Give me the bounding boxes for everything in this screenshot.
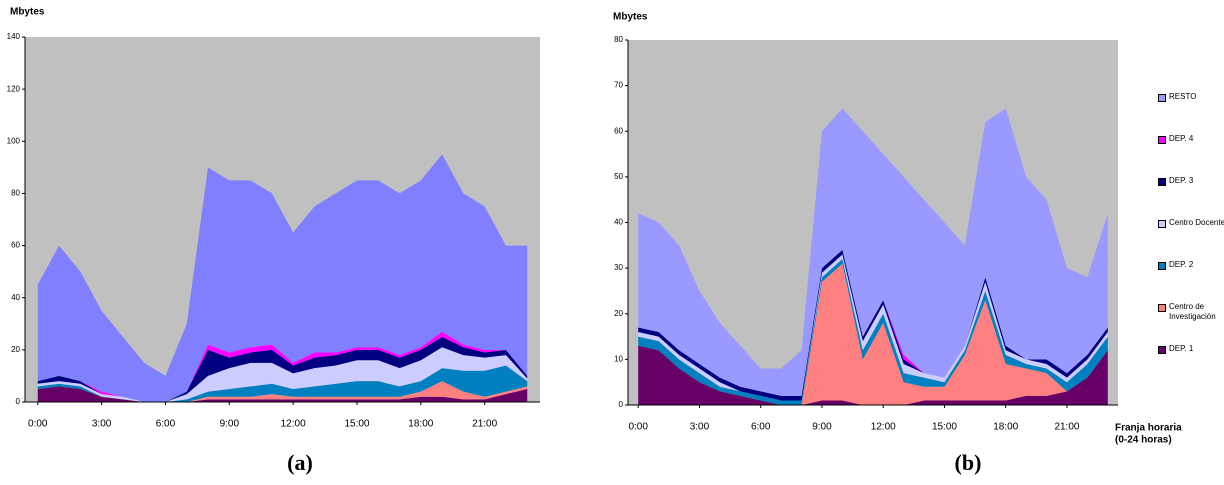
x-tick-label: 15:00 [932, 422, 957, 433]
y-tick-label: 40 [11, 293, 20, 302]
y-axis-title: Mbytes [10, 7, 45, 18]
legend-label: DEP. 2 [1169, 260, 1194, 269]
y-tick-label: 70 [614, 81, 623, 90]
y-tick-label: 20 [11, 345, 20, 354]
x-tick-label: 12:00 [281, 419, 306, 430]
legend-swatch [1158, 304, 1166, 312]
x-axis-title: Franja horaria [1115, 423, 1182, 434]
x-tick-label: 6:00 [751, 422, 771, 433]
legend-label: Centro Docente [1169, 218, 1224, 227]
x-tick-label: 21:00 [472, 419, 497, 430]
legend-swatch [1158, 220, 1166, 228]
y-tick-label: 60 [11, 241, 20, 250]
area [37, 386, 528, 402]
y-tick-label: 40 [614, 218, 623, 227]
y-tick-label: 30 [614, 263, 623, 272]
area [638, 345, 1108, 405]
legend-item: DEP. 2 [1158, 260, 1224, 270]
y-tick-label: 140 [7, 32, 21, 41]
legend-item: DEP. 1 [1158, 344, 1224, 354]
x-tick-label: 3:00 [690, 422, 710, 433]
y-tick-label: 50 [614, 172, 623, 181]
legend-item: Centro Docente [1158, 218, 1224, 228]
x-tick-label: 18:00 [993, 422, 1018, 433]
legend-label: DEP. 4 [1169, 134, 1194, 143]
x-tick-label: 9:00 [812, 422, 832, 433]
x-tick-label: 21:00 [1054, 422, 1079, 433]
area [37, 365, 528, 402]
legend-item: DEP. 3 [1158, 176, 1224, 186]
y-tick-label: 0 [619, 400, 624, 409]
x-tick-label: 9:00 [220, 419, 240, 430]
y-tick-label: 80 [11, 189, 20, 198]
legend-swatch [1158, 178, 1166, 186]
area [37, 154, 528, 402]
caption: (a) [287, 450, 313, 475]
y-tick-label: 100 [7, 136, 21, 145]
y-tick-label: 10 [614, 354, 623, 363]
legend-swatch [1158, 136, 1166, 144]
area [37, 381, 528, 402]
y-tick-label: 20 [614, 309, 623, 318]
area [638, 108, 1108, 396]
x-tick-label: 0:00 [628, 422, 648, 433]
x-tick-label: 6:00 [156, 419, 176, 430]
area [638, 263, 1108, 405]
legend-label: DEP. 1 [1169, 344, 1194, 353]
legend-swatch [1158, 94, 1166, 102]
x-tick-label: 3:00 [92, 419, 112, 430]
y-tick-label: 60 [614, 126, 623, 135]
x-tick-label: 0:00 [28, 419, 48, 430]
area [638, 254, 1108, 401]
y-axis-title: Mbytes [613, 12, 648, 23]
x-tick-label: 15:00 [344, 419, 369, 430]
legend-item: RESTO [1158, 92, 1224, 102]
y-tick-label: 0 [16, 397, 21, 406]
caption: (b) [955, 450, 982, 475]
y-tick-label: 120 [7, 84, 21, 93]
y-tick-label: 80 [614, 35, 623, 44]
legend-label: DEP. 3 [1169, 176, 1194, 185]
area [37, 347, 528, 402]
legend-swatch [1158, 262, 1166, 270]
legend-item: Centro de Investigación [1158, 302, 1224, 322]
legend-item: DEP. 4 [1158, 134, 1224, 144]
legend-swatch [1158, 346, 1166, 354]
legend-label: Centro de Investigación [1169, 302, 1216, 321]
x-tick-label: 18:00 [408, 419, 433, 430]
x-axis-title: (0-24 horas) [1115, 435, 1172, 446]
x-tick-label: 12:00 [871, 422, 896, 433]
legend-label: RESTO [1169, 92, 1197, 101]
